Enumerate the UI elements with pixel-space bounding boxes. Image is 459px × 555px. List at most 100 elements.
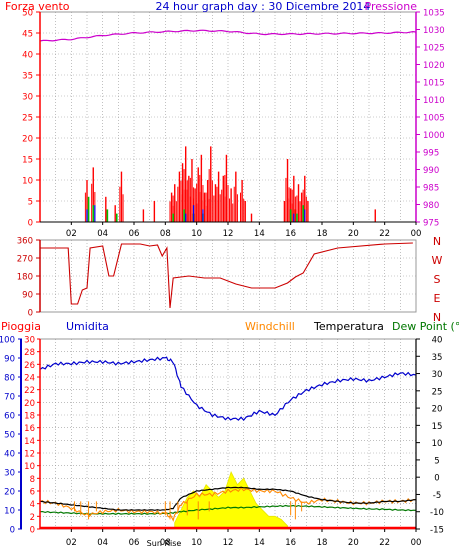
rain-tick-label: 4 [30, 500, 35, 510]
x-tick-label: 22 [379, 538, 390, 548]
rain-tick-label: 6 [30, 488, 35, 498]
rain-tick-label: 28 [24, 348, 35, 358]
x-tick-label: 22 [379, 229, 390, 239]
label-umidita: Umidita [66, 320, 109, 333]
rain-tick-label: 16 [24, 424, 35, 434]
label-pioggia: Pioggia [1, 320, 41, 333]
rain-tick-label: 10 [24, 462, 35, 472]
x-tick-label: 02 [66, 229, 77, 239]
x-tick-label: 10 [191, 538, 202, 548]
pressure-tick-label: 1015 [423, 79, 445, 89]
temp-tick-label: -10 [430, 508, 444, 518]
wind-tick-label: 45 [22, 30, 33, 40]
header-left-label: Forza vento [5, 0, 70, 13]
x-tick-label: 16 [285, 229, 296, 239]
humidity-tick-label: 70 [4, 393, 15, 403]
humidity-tick-label: 40 [4, 450, 15, 460]
rain-tick-label: 0 [30, 526, 35, 536]
temp-tick-label: 35 [432, 353, 443, 363]
temp-tick-label: 0 [434, 474, 439, 484]
pressure-tick-label: 1035 [423, 9, 445, 19]
pressure-tick-label: 985 [423, 184, 439, 194]
humidity-tick-label: 20 [4, 488, 15, 498]
compass-label: E [434, 292, 441, 305]
x-tick-label: 20 [348, 229, 359, 239]
x-tick-label: 08 [160, 229, 171, 239]
compass-label: S [434, 273, 441, 286]
pressure-tick-label: 1005 [423, 114, 445, 124]
humidity-tick-label: 30 [4, 469, 15, 479]
temp-tick-label: 20 [432, 405, 443, 415]
temp-tick-label: 40 [432, 336, 443, 346]
direction-line [40, 242, 413, 309]
rain-tick-label: 8 [30, 475, 35, 485]
label-dewpoint: Dew Point (°C [392, 320, 459, 333]
x-tick-label: 18 [317, 538, 328, 548]
rain-tick-label: 2 [30, 513, 35, 523]
humidity-tick-label: 80 [4, 374, 15, 384]
humidity-tick-label: 0 [10, 526, 15, 536]
label-windchill: Windchill [245, 320, 295, 333]
x-tick-label: 02 [66, 538, 77, 548]
label-temperatura: Temperatura [313, 320, 384, 333]
temp-tick-label: 25 [432, 387, 443, 397]
pressure-tick-label: 990 [423, 166, 439, 176]
x-tick-label: 14 [254, 538, 265, 548]
x-tick-label: 16 [285, 538, 296, 548]
x-tick-label: 00 [411, 538, 422, 548]
rain-tick-label: 14 [24, 437, 35, 447]
rain-tick-label: 22 [24, 386, 35, 396]
rain-tick-label: 12 [24, 450, 35, 460]
x-tick-label: 06 [129, 229, 140, 239]
x-tick-label: 04 [97, 229, 108, 239]
temp-tick-label: -15 [430, 526, 444, 536]
chart-title: 24 hour graph day : 30 Dicembre 2014 [156, 0, 371, 13]
x-tick-label: 10 [191, 229, 202, 239]
humidity-tick-label: 60 [4, 412, 15, 422]
x-tick-label: 00 [411, 229, 422, 239]
humidity-tick-label: 50 [4, 431, 15, 441]
wind-tick-label: 0 [28, 219, 33, 229]
wind-tick-label: 5 [28, 198, 33, 208]
rain-tick-label: 20 [24, 399, 35, 409]
x-tick-label: 20 [348, 538, 359, 548]
wind-tick-label: 25 [22, 114, 33, 124]
pressure-line [39, 29, 417, 42]
dir-tick-label: 270 [17, 255, 33, 265]
wind-tick-label: 35 [22, 72, 33, 82]
pressure-tick-label: 995 [423, 149, 439, 159]
wind-tick-label: 50 [22, 9, 33, 19]
pressure-tick-label: 1010 [423, 96, 445, 106]
rain-tick-label: 30 [24, 336, 35, 346]
dir-tick-label: 180 [17, 273, 33, 283]
wind-tick-label: 40 [22, 51, 33, 61]
pressure-tick-label: 1020 [423, 61, 445, 71]
header-right-label: Pressione [365, 0, 418, 13]
temp-tick-label: 30 [432, 370, 443, 380]
dir-tick-label: 0 [28, 309, 33, 319]
temp-tick-label: 10 [432, 439, 443, 449]
x-tick-label: 12 [223, 229, 234, 239]
rain-tick-label: 24 [24, 374, 35, 384]
rain-tick-label: 18 [24, 412, 35, 422]
windchill-line [39, 486, 417, 522]
dir-tick-label: 360 [17, 237, 33, 247]
pressure-tick-label: 1030 [423, 26, 445, 36]
temp-tick-label: -5 [433, 491, 441, 501]
humidity-line [39, 356, 417, 422]
dewpoint-line [39, 504, 417, 515]
dir-tick-label: 90 [22, 291, 33, 301]
wind-tick-label: 10 [22, 177, 33, 187]
temp-tick-label: 5 [434, 456, 439, 466]
sun-rise-marker: Sun Rise [147, 539, 182, 548]
humidity-tick-label: 90 [4, 355, 15, 365]
pressure-tick-label: 1025 [423, 44, 445, 54]
x-tick-label: 08 [160, 538, 171, 548]
compass-label: W [432, 254, 443, 267]
wind-tick-label: 20 [22, 135, 33, 145]
x-tick-label: 18 [317, 229, 328, 239]
rain-tick-label: 26 [24, 361, 35, 371]
pressure-tick-label: 1000 [423, 131, 445, 141]
